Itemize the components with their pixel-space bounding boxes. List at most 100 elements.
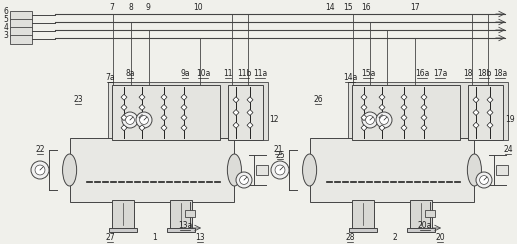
Text: 13: 13 bbox=[195, 234, 205, 243]
FancyBboxPatch shape bbox=[112, 200, 134, 228]
Text: 8: 8 bbox=[129, 2, 133, 11]
Polygon shape bbox=[139, 94, 145, 100]
Polygon shape bbox=[421, 115, 427, 121]
FancyBboxPatch shape bbox=[349, 228, 377, 232]
FancyBboxPatch shape bbox=[352, 200, 374, 228]
Text: 20: 20 bbox=[435, 234, 445, 243]
Polygon shape bbox=[181, 104, 187, 110]
FancyBboxPatch shape bbox=[468, 85, 503, 140]
Circle shape bbox=[480, 176, 489, 184]
Polygon shape bbox=[421, 94, 427, 100]
Text: 14: 14 bbox=[325, 2, 335, 11]
Text: 15: 15 bbox=[343, 2, 353, 11]
Polygon shape bbox=[473, 97, 479, 103]
Polygon shape bbox=[181, 115, 187, 121]
Polygon shape bbox=[233, 97, 239, 103]
Polygon shape bbox=[247, 122, 253, 128]
Text: 9: 9 bbox=[146, 2, 150, 11]
FancyBboxPatch shape bbox=[70, 138, 234, 202]
Text: 26: 26 bbox=[313, 95, 323, 104]
Circle shape bbox=[362, 112, 378, 128]
FancyBboxPatch shape bbox=[108, 82, 268, 140]
Text: 28: 28 bbox=[345, 234, 355, 243]
Polygon shape bbox=[473, 110, 479, 115]
Circle shape bbox=[271, 161, 289, 179]
Circle shape bbox=[126, 116, 134, 124]
Ellipse shape bbox=[302, 154, 316, 186]
Text: 24: 24 bbox=[503, 145, 513, 154]
Polygon shape bbox=[121, 115, 127, 121]
Text: 25: 25 bbox=[275, 151, 285, 160]
Text: 19: 19 bbox=[505, 115, 515, 124]
Polygon shape bbox=[247, 110, 253, 115]
Text: 21: 21 bbox=[273, 145, 283, 154]
Text: 10a: 10a bbox=[196, 70, 210, 79]
Polygon shape bbox=[487, 110, 493, 115]
FancyBboxPatch shape bbox=[496, 165, 508, 175]
Polygon shape bbox=[487, 97, 493, 103]
Circle shape bbox=[376, 112, 392, 128]
FancyBboxPatch shape bbox=[10, 19, 32, 28]
Polygon shape bbox=[487, 122, 493, 128]
Polygon shape bbox=[401, 125, 407, 131]
Text: 2: 2 bbox=[392, 234, 398, 243]
Text: 16a: 16a bbox=[415, 70, 429, 79]
Text: 14a: 14a bbox=[343, 73, 357, 82]
FancyBboxPatch shape bbox=[167, 228, 195, 232]
Polygon shape bbox=[161, 104, 167, 110]
Polygon shape bbox=[379, 104, 385, 110]
Polygon shape bbox=[161, 115, 167, 121]
Ellipse shape bbox=[63, 154, 77, 186]
FancyBboxPatch shape bbox=[228, 85, 263, 140]
FancyBboxPatch shape bbox=[352, 85, 460, 140]
Text: 3: 3 bbox=[4, 30, 8, 40]
Text: 17a: 17a bbox=[433, 70, 447, 79]
Polygon shape bbox=[121, 104, 127, 110]
Polygon shape bbox=[161, 94, 167, 100]
Polygon shape bbox=[473, 122, 479, 128]
Polygon shape bbox=[139, 125, 145, 131]
Text: 23: 23 bbox=[73, 95, 83, 104]
FancyBboxPatch shape bbox=[10, 11, 32, 20]
Polygon shape bbox=[181, 94, 187, 100]
Polygon shape bbox=[401, 104, 407, 110]
Text: 16: 16 bbox=[361, 2, 371, 11]
Polygon shape bbox=[161, 125, 167, 131]
FancyBboxPatch shape bbox=[170, 200, 192, 228]
FancyBboxPatch shape bbox=[407, 228, 435, 232]
Ellipse shape bbox=[467, 154, 481, 186]
FancyBboxPatch shape bbox=[109, 228, 137, 232]
FancyBboxPatch shape bbox=[310, 138, 475, 202]
Polygon shape bbox=[401, 94, 407, 100]
Circle shape bbox=[379, 116, 388, 124]
Circle shape bbox=[31, 161, 49, 179]
FancyBboxPatch shape bbox=[348, 82, 508, 140]
Polygon shape bbox=[181, 125, 187, 131]
Polygon shape bbox=[421, 104, 427, 110]
Polygon shape bbox=[361, 125, 367, 131]
Text: 20a: 20a bbox=[418, 222, 432, 231]
Text: 5: 5 bbox=[4, 14, 8, 23]
Polygon shape bbox=[121, 94, 127, 100]
Text: 11a: 11a bbox=[253, 70, 267, 79]
Text: 11: 11 bbox=[223, 70, 233, 79]
FancyBboxPatch shape bbox=[112, 85, 220, 140]
Text: 10: 10 bbox=[193, 2, 203, 11]
Polygon shape bbox=[379, 115, 385, 121]
Circle shape bbox=[122, 112, 138, 128]
FancyBboxPatch shape bbox=[256, 165, 268, 175]
Polygon shape bbox=[233, 122, 239, 128]
Text: 18b: 18b bbox=[477, 70, 491, 79]
Polygon shape bbox=[421, 125, 427, 131]
Polygon shape bbox=[139, 104, 145, 110]
FancyBboxPatch shape bbox=[10, 35, 32, 44]
Circle shape bbox=[366, 116, 374, 124]
Circle shape bbox=[275, 165, 285, 175]
Text: 13a: 13a bbox=[178, 222, 192, 231]
Text: 8a: 8a bbox=[125, 70, 135, 79]
Text: 22: 22 bbox=[35, 145, 45, 154]
FancyBboxPatch shape bbox=[410, 200, 432, 228]
Polygon shape bbox=[379, 125, 385, 131]
FancyBboxPatch shape bbox=[185, 210, 195, 217]
Circle shape bbox=[140, 116, 148, 124]
